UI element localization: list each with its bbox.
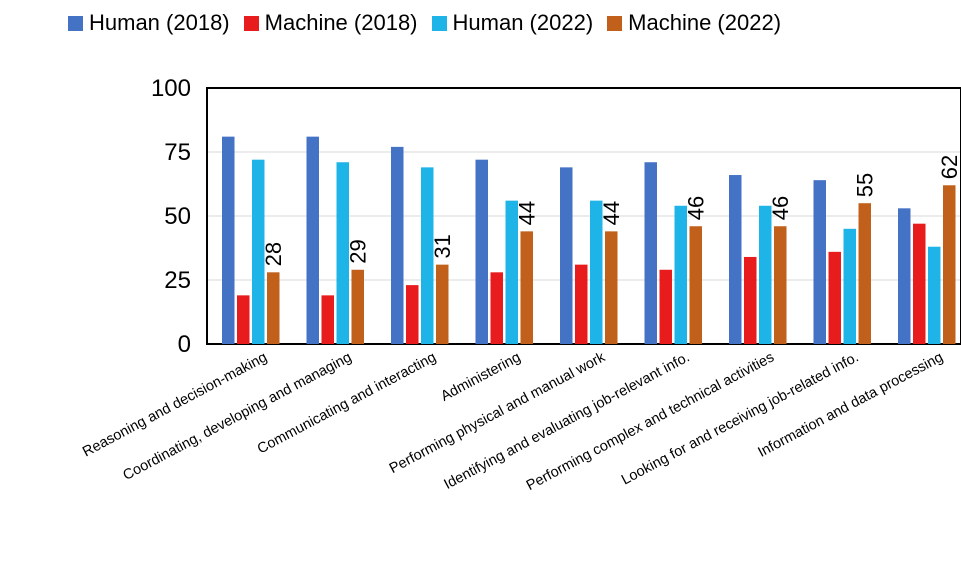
- bar: [843, 228, 856, 344]
- legend-item: Machine (2022): [607, 10, 781, 36]
- y-tick-label: 0: [178, 331, 191, 358]
- data-label: 28: [261, 242, 286, 266]
- bar: [674, 205, 687, 344]
- bar: [729, 175, 742, 344]
- bar: [421, 167, 434, 344]
- legend-label: Machine (2022): [628, 10, 782, 35]
- bar: [505, 200, 518, 344]
- y-tick-label: 75: [164, 139, 191, 166]
- bar: [475, 159, 488, 344]
- bar: [898, 208, 911, 344]
- bar: [306, 136, 319, 344]
- bar: [406, 285, 419, 344]
- y-tick-label: 25: [164, 267, 191, 294]
- bar: [689, 226, 702, 344]
- y-tick-label: 100: [151, 75, 191, 102]
- data-label: 55: [853, 173, 878, 197]
- bar: [575, 264, 588, 344]
- bar: [351, 269, 364, 344]
- bar: [222, 136, 235, 344]
- legend-swatch: [607, 15, 623, 31]
- bar: [828, 251, 841, 344]
- data-label: 31: [430, 234, 455, 258]
- bar: [336, 162, 349, 344]
- bar: [858, 203, 871, 344]
- bar: [913, 223, 926, 344]
- legend-label: Human (2018): [89, 10, 230, 35]
- legend-item: Machine (2018): [243, 10, 418, 36]
- bar: [321, 295, 334, 344]
- legend-swatch: [243, 15, 259, 31]
- bar: [520, 231, 533, 344]
- legend-label: Human (2022): [452, 10, 594, 35]
- data-label: 46: [684, 196, 709, 220]
- bar: [943, 185, 956, 344]
- bar: [928, 246, 941, 344]
- data-label: 62: [937, 155, 961, 179]
- bar: [813, 180, 826, 344]
- chart-legend: Human (2018) Machine (2018) Human (2022) Ma…: [68, 6, 781, 40]
- legend-item: Human (2022): [431, 10, 594, 36]
- bar: [560, 167, 573, 344]
- legend-item: Human (2018): [68, 10, 230, 36]
- bar: [237, 295, 250, 344]
- bar: [590, 200, 603, 344]
- data-label: 44: [515, 201, 540, 225]
- bar: [659, 269, 672, 344]
- data-label: 44: [599, 201, 624, 225]
- legend-label: Machine (2018): [264, 10, 418, 35]
- data-label: 29: [346, 239, 371, 263]
- legend-swatch: [431, 15, 447, 31]
- bar: [436, 264, 449, 344]
- data-label: 46: [768, 196, 793, 220]
- bar: [490, 272, 503, 344]
- bar: [605, 231, 618, 344]
- legend-swatch: [68, 15, 83, 31]
- bar: [252, 159, 265, 344]
- bar: [774, 226, 787, 344]
- y-tick-label: 50: [164, 203, 191, 230]
- bar: [759, 205, 772, 344]
- bar: [391, 146, 404, 344]
- bar: [644, 162, 657, 344]
- bar: [744, 256, 757, 344]
- bar: [267, 272, 280, 344]
